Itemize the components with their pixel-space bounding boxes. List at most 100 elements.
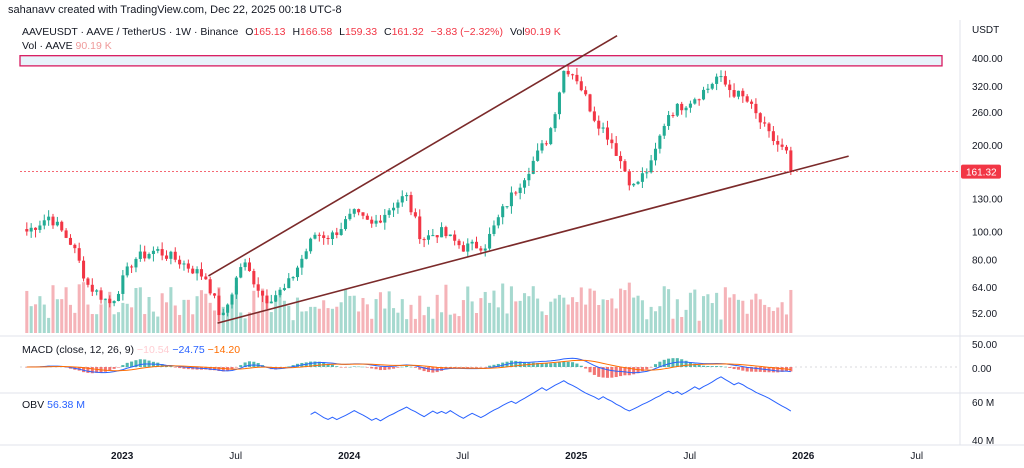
macd-legend-label[interactable]: MACD (close, 12, 26, 9) <box>22 344 135 356</box>
volume-bar <box>317 308 321 333</box>
candle-body <box>278 289 282 296</box>
volume-bar <box>601 299 605 333</box>
macd-hist-bar <box>680 359 684 367</box>
candle-body <box>47 216 51 221</box>
volume-bar <box>653 311 658 333</box>
macd-tick-label: 50.00 <box>972 340 997 351</box>
volume-bar <box>182 299 186 333</box>
macd-hist-bar <box>130 361 134 367</box>
volume-bar <box>470 301 474 333</box>
candle-body <box>527 173 531 181</box>
candle-body <box>723 76 727 85</box>
candle-body <box>662 125 666 136</box>
volume-bar <box>47 317 51 333</box>
macd-hist-bar <box>706 365 710 367</box>
candle-body <box>86 278 90 285</box>
volume-bar <box>374 299 378 333</box>
candle-body <box>715 76 719 84</box>
volume-bar <box>300 311 304 333</box>
volume-bar <box>247 312 251 333</box>
volume-bar <box>627 282 631 333</box>
volume-bar <box>758 299 762 333</box>
candle-body <box>352 209 356 214</box>
volume-bar <box>304 311 308 333</box>
macd-hist-bar <box>518 361 522 367</box>
macd-hist-bar <box>745 367 749 372</box>
macd-hist-bar <box>483 367 487 368</box>
candle-body <box>252 271 256 285</box>
symbol-title[interactable]: AAVEUSDT · AAVE / TetherUS · 1W · Binanc… <box>22 26 239 38</box>
candle-body <box>51 216 55 226</box>
candle-body <box>566 70 570 75</box>
volume-bar <box>466 286 470 333</box>
volume-bar <box>295 297 300 333</box>
candle-body <box>448 234 452 237</box>
candle-body <box>247 262 251 272</box>
volume-bar <box>34 304 38 333</box>
macd-hist-bar <box>571 362 575 367</box>
volume-bar <box>239 312 243 333</box>
macd-hist-bar <box>343 367 348 368</box>
macd-hist-bar <box>453 367 457 368</box>
volume-bar <box>610 298 614 333</box>
volume-bar <box>55 299 59 333</box>
volume-bar <box>278 289 282 333</box>
candle-body <box>763 122 767 124</box>
candle-body <box>256 284 260 291</box>
macd-hist-bar <box>553 362 557 367</box>
macd-hist-bar <box>649 367 653 368</box>
volume-bar <box>291 320 295 333</box>
macd-hist-bar <box>780 367 784 372</box>
candle-body <box>55 221 59 226</box>
macd-hist-bar <box>213 367 217 371</box>
candle-body <box>125 266 129 276</box>
candlesticks <box>25 66 793 322</box>
candle-body <box>112 301 116 304</box>
macd-hist-bar <box>588 367 592 373</box>
candle-body <box>413 212 417 217</box>
time-tick-label: 2023 <box>111 451 134 462</box>
obv-legend-label[interactable]: OBV <box>22 399 45 411</box>
macd-hist-bar <box>776 367 780 373</box>
macd-hist-bar <box>496 363 500 367</box>
candle-body <box>392 207 396 211</box>
macd-hist-bar <box>313 361 317 367</box>
volume-bar <box>719 319 723 333</box>
candle-body <box>418 216 422 240</box>
volume-bar <box>343 289 348 333</box>
candle-body <box>440 227 444 238</box>
macd-hist-bar <box>466 367 470 368</box>
candle-body <box>313 234 317 239</box>
candle-body <box>64 230 68 238</box>
time-axis: 2023 Jul 2024 Jul 2025 Jul 2026 Jul <box>111 451 923 462</box>
macd-hist-bar <box>536 363 540 367</box>
macd-hist-bar <box>645 367 649 370</box>
candle-body <box>29 227 33 232</box>
candle-body <box>361 212 365 216</box>
macd-hist-bar <box>108 367 112 371</box>
candle-body <box>186 263 190 269</box>
candle-body <box>378 220 382 223</box>
candle-body <box>143 251 147 259</box>
candle-body <box>750 101 754 104</box>
trendline-lower <box>217 155 849 324</box>
candle-body <box>789 150 793 172</box>
macd-hist-bar <box>627 367 631 376</box>
high-value: 166.58 <box>300 26 333 38</box>
volume-bar <box>169 287 173 333</box>
vol-value: 90.19 K <box>524 26 561 38</box>
candle-body <box>466 243 470 252</box>
volume-bar <box>527 296 531 333</box>
volume-bar <box>632 297 636 333</box>
candle-body <box>178 259 182 265</box>
candle-body <box>426 235 431 240</box>
candle-body <box>173 251 177 260</box>
time-tick-label: 2024 <box>338 451 361 462</box>
candle-body <box>322 235 326 238</box>
time-tick-label: Jul <box>683 451 696 462</box>
volume-bar <box>474 313 479 333</box>
macd-hist-bar <box>396 367 400 368</box>
macd-hist-bar <box>640 367 644 372</box>
volume-bar <box>138 287 142 333</box>
